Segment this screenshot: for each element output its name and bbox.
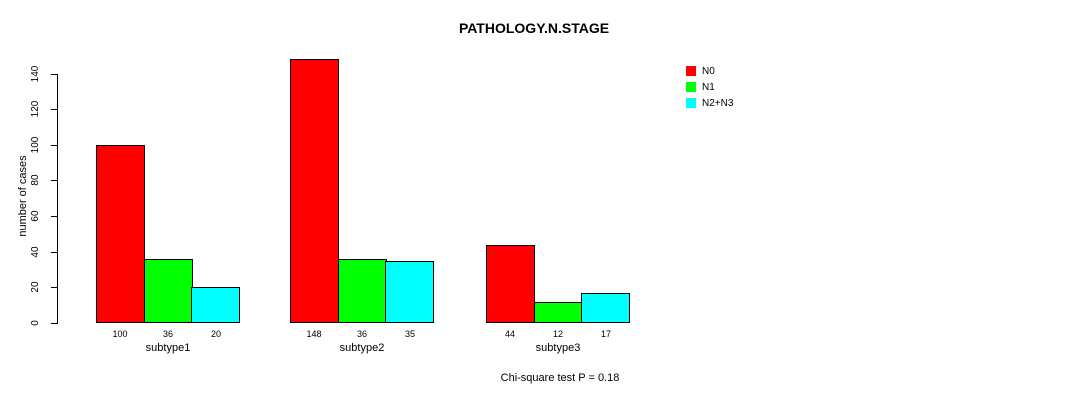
bar-value-label: 100 bbox=[112, 329, 128, 339]
y-axis-tick-label: 140 bbox=[30, 65, 41, 83]
bar-value-label: 36 bbox=[162, 329, 174, 339]
bar bbox=[534, 302, 583, 323]
y-axis-tick bbox=[51, 74, 58, 75]
bar bbox=[581, 293, 630, 323]
bar bbox=[96, 145, 145, 323]
bar-value-label: 35 bbox=[404, 329, 416, 339]
legend-swatch-icon bbox=[686, 82, 696, 92]
y-axis-tick-label: 80 bbox=[30, 174, 41, 186]
legend-item: N2+N3 bbox=[686, 95, 733, 111]
bar-value-label: 148 bbox=[306, 329, 322, 339]
legend-swatch-icon bbox=[686, 98, 696, 108]
chi-square-annotation: Chi-square test P = 0.18 bbox=[500, 372, 620, 384]
y-axis-tick bbox=[51, 145, 58, 146]
x-category-label: subtype3 bbox=[535, 342, 581, 354]
bar-value-label: 17 bbox=[600, 329, 612, 339]
bar-value-label: 44 bbox=[504, 329, 516, 339]
legend-label: N0 bbox=[702, 65, 715, 77]
legend-item: N1 bbox=[686, 79, 733, 95]
y-axis-title: number of cases bbox=[17, 155, 29, 237]
legend-label: N2+N3 bbox=[702, 97, 734, 109]
y-axis-tick bbox=[51, 216, 58, 217]
x-category-label: subtype2 bbox=[339, 342, 385, 354]
bar-value-label: 20 bbox=[210, 329, 222, 339]
bar bbox=[191, 287, 240, 323]
y-axis-tick bbox=[51, 180, 58, 181]
y-axis-tick-label: 40 bbox=[30, 246, 41, 258]
y-axis-tick-label: 120 bbox=[30, 100, 41, 118]
bar bbox=[144, 259, 193, 323]
y-axis-tick-label: 20 bbox=[30, 281, 41, 293]
bar bbox=[338, 259, 387, 323]
y-axis-line bbox=[57, 74, 58, 323]
bar bbox=[486, 245, 535, 323]
y-axis-tick bbox=[51, 287, 58, 288]
legend-item: N0 bbox=[686, 63, 733, 79]
y-axis-tick-label: 0 bbox=[30, 320, 41, 326]
legend-swatch-icon bbox=[686, 66, 696, 76]
y-axis-tick bbox=[51, 109, 58, 110]
y-axis-tick bbox=[51, 323, 58, 324]
y-axis-tick-label: 100 bbox=[30, 136, 41, 154]
y-axis-tick bbox=[51, 252, 58, 253]
bar bbox=[290, 59, 339, 323]
y-axis-tick-label: 60 bbox=[30, 210, 41, 222]
legend: N0 N1 N2+N3 bbox=[686, 63, 733, 111]
bar bbox=[385, 261, 434, 323]
legend-label: N1 bbox=[702, 81, 715, 93]
bar-value-label: 36 bbox=[356, 329, 368, 339]
bar-value-label: 12 bbox=[552, 329, 564, 339]
x-category-label: subtype1 bbox=[145, 342, 191, 354]
chart-title: PATHOLOGY.N.STAGE bbox=[458, 20, 610, 36]
